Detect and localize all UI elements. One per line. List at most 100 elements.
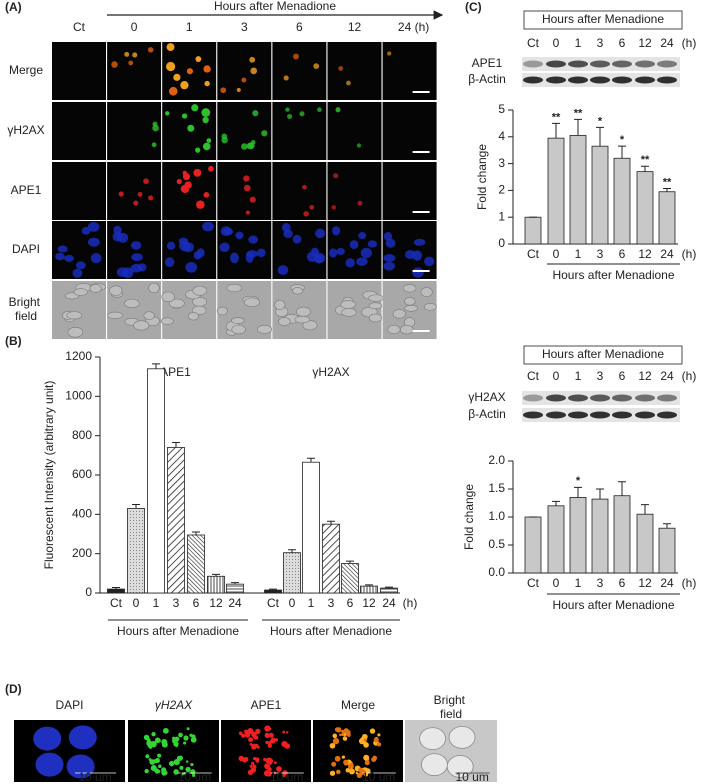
bar bbox=[569, 496, 587, 574]
foci bbox=[252, 110, 259, 117]
image-frame bbox=[217, 162, 272, 220]
y-tick-label: 200 bbox=[72, 546, 92, 560]
foci bbox=[371, 757, 377, 763]
foci bbox=[241, 733, 246, 738]
foci bbox=[247, 142, 255, 149]
micrograph bbox=[327, 42, 382, 100]
bar bbox=[658, 191, 676, 245]
image-frame bbox=[52, 162, 106, 220]
image-label: γH2AX bbox=[155, 698, 193, 712]
x-tick-label: Ct bbox=[527, 576, 540, 590]
foci bbox=[204, 80, 210, 87]
foci bbox=[283, 75, 289, 81]
foci bbox=[201, 108, 211, 117]
foci bbox=[244, 729, 249, 734]
y-tick-label: 3 bbox=[498, 156, 505, 170]
bar bbox=[207, 575, 225, 594]
image-frame bbox=[327, 162, 382, 220]
blot-band bbox=[657, 411, 677, 419]
foci bbox=[268, 732, 274, 738]
nucleus bbox=[277, 265, 289, 275]
significance: * bbox=[620, 134, 625, 146]
foci bbox=[348, 768, 355, 775]
bar bbox=[322, 523, 340, 594]
foci bbox=[152, 121, 158, 127]
image-frame bbox=[52, 102, 106, 160]
foci bbox=[243, 756, 249, 762]
foci bbox=[331, 205, 336, 210]
cell bbox=[89, 284, 102, 293]
image-frame bbox=[327, 102, 382, 160]
foci bbox=[165, 111, 170, 116]
foci bbox=[187, 124, 195, 132]
foci bbox=[333, 173, 339, 179]
foci bbox=[341, 755, 346, 759]
image-frame bbox=[217, 42, 272, 100]
micrograph bbox=[216, 281, 273, 339]
micrograph bbox=[107, 42, 162, 100]
y-tick-label: 0 bbox=[498, 236, 505, 250]
foci bbox=[146, 740, 153, 747]
foci bbox=[181, 113, 188, 119]
nucleus bbox=[385, 238, 396, 248]
lane-label: 12 bbox=[638, 369, 652, 383]
significance: ** bbox=[574, 107, 583, 119]
bar bbox=[591, 145, 609, 245]
y-tick-label: 0.0 bbox=[488, 565, 505, 579]
micrograph bbox=[107, 102, 162, 160]
error-bar bbox=[641, 165, 649, 172]
nucleus bbox=[81, 227, 91, 235]
nucleus bbox=[256, 248, 266, 258]
blot-row-label: γH2AX bbox=[468, 390, 505, 404]
nucleus bbox=[87, 237, 100, 247]
bar bbox=[591, 498, 609, 574]
error-bar bbox=[231, 582, 239, 585]
foci bbox=[254, 743, 259, 748]
foci bbox=[208, 165, 214, 172]
nucleus bbox=[235, 231, 244, 240]
foci bbox=[250, 767, 257, 773]
foci bbox=[157, 753, 162, 758]
y-axis-label: Fluorescent Intensity (arbitrary unit) bbox=[42, 381, 56, 570]
y-tick-label: 800 bbox=[72, 428, 92, 442]
foci bbox=[343, 733, 347, 736]
nucleus bbox=[131, 253, 143, 261]
panel-letter: (B) bbox=[5, 334, 22, 348]
micrograph bbox=[327, 281, 384, 339]
y-tick-label: 1.5 bbox=[488, 481, 505, 495]
column-label: 24 (h) bbox=[398, 20, 429, 34]
blot-band bbox=[568, 394, 588, 402]
micrograph bbox=[382, 281, 437, 339]
error-bar bbox=[385, 586, 393, 589]
image-frame bbox=[52, 42, 106, 100]
foci bbox=[144, 768, 149, 774]
bar bbox=[613, 157, 631, 245]
lane-label: 1 bbox=[575, 369, 582, 383]
scale-label: 10 um bbox=[362, 770, 395, 784]
foci bbox=[346, 80, 351, 86]
cell bbox=[294, 315, 311, 324]
micrograph bbox=[313, 720, 403, 782]
row-label: DAPI bbox=[12, 242, 40, 256]
foci bbox=[247, 728, 254, 735]
foci bbox=[359, 769, 366, 776]
foci bbox=[186, 727, 190, 731]
group-title: APE1 bbox=[160, 365, 191, 379]
foci bbox=[128, 60, 134, 66]
foci bbox=[261, 130, 268, 137]
x-tick-label: Ct bbox=[110, 596, 123, 610]
cell bbox=[107, 311, 124, 319]
foci bbox=[309, 204, 315, 210]
foci bbox=[153, 759, 158, 764]
foci bbox=[331, 761, 337, 767]
error-bar bbox=[574, 118, 582, 136]
y-tick-label: 1.0 bbox=[488, 509, 505, 523]
foci bbox=[190, 736, 197, 743]
y-tick-label: 0 bbox=[85, 585, 92, 599]
x-tick-label: 1 bbox=[308, 596, 315, 610]
foci bbox=[174, 736, 180, 742]
foci bbox=[111, 61, 118, 68]
blot-row-label: β-Actin bbox=[468, 407, 506, 421]
blot-band bbox=[523, 411, 543, 419]
cell bbox=[274, 299, 286, 310]
